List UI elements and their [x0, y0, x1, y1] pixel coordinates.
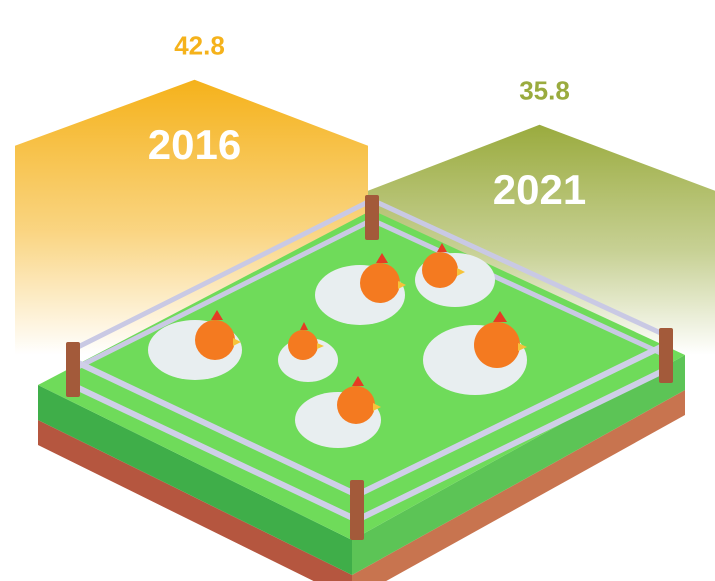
value-label: 42.8: [174, 31, 225, 61]
value-label: 35.8: [519, 76, 570, 106]
infographic: 42.8 2016 35.8 2021: [0, 0, 715, 581]
category-label: 2021: [493, 166, 586, 213]
category-label: 2016: [148, 121, 241, 168]
